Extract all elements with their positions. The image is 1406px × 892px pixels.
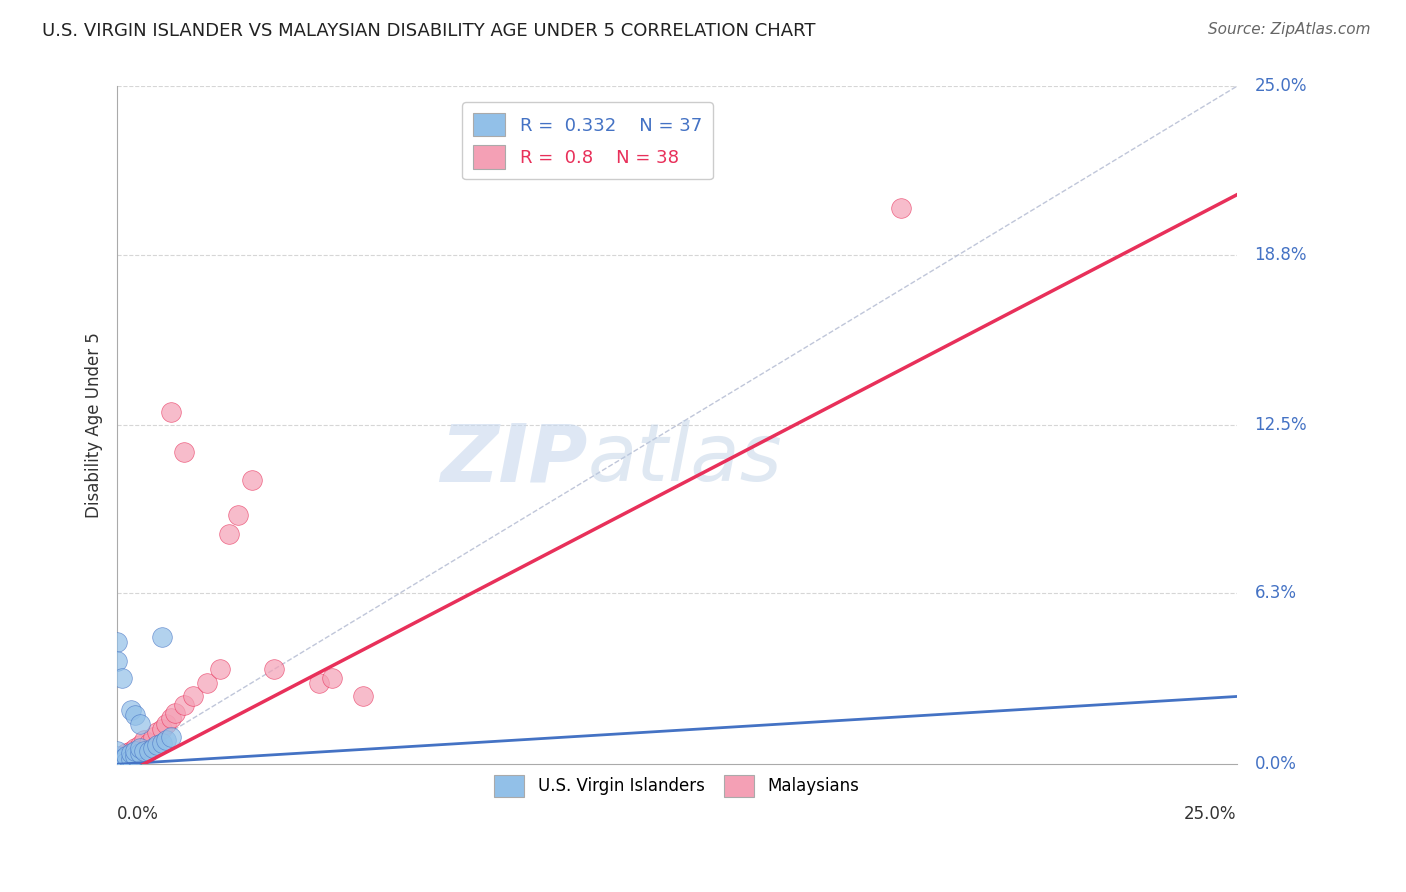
Point bbox=[160, 405, 183, 419]
Point bbox=[120, 744, 142, 758]
Point bbox=[105, 757, 128, 772]
Point bbox=[138, 735, 160, 749]
Point bbox=[115, 752, 138, 766]
Point bbox=[115, 747, 138, 761]
Point bbox=[155, 716, 177, 731]
Point bbox=[124, 749, 146, 764]
Point bbox=[111, 757, 134, 772]
Point bbox=[308, 676, 330, 690]
Point bbox=[209, 662, 232, 676]
Point bbox=[120, 747, 142, 761]
Point bbox=[263, 662, 285, 676]
Text: 12.5%: 12.5% bbox=[1254, 417, 1308, 434]
Text: 0.0%: 0.0% bbox=[117, 805, 159, 823]
Point bbox=[105, 757, 128, 772]
Point bbox=[105, 755, 128, 769]
Point bbox=[155, 732, 177, 747]
Point bbox=[132, 741, 155, 756]
Point bbox=[353, 690, 375, 704]
Point bbox=[124, 744, 146, 758]
Point bbox=[105, 635, 128, 649]
Point bbox=[120, 703, 142, 717]
Point bbox=[111, 757, 134, 772]
Point bbox=[173, 445, 195, 459]
Point bbox=[111, 755, 134, 769]
Y-axis label: Disability Age Under 5: Disability Age Under 5 bbox=[86, 333, 103, 518]
Point bbox=[105, 757, 128, 772]
Point bbox=[160, 730, 183, 744]
Point bbox=[115, 755, 138, 769]
Point bbox=[105, 752, 128, 766]
Point bbox=[105, 757, 128, 772]
Point bbox=[128, 741, 150, 756]
Point bbox=[105, 757, 128, 772]
Text: 25.0%: 25.0% bbox=[1184, 805, 1237, 823]
Point bbox=[142, 741, 165, 756]
Point bbox=[105, 757, 128, 772]
Point bbox=[105, 757, 128, 772]
Text: 6.3%: 6.3% bbox=[1254, 584, 1296, 602]
Point bbox=[181, 690, 204, 704]
Text: ZIP: ZIP bbox=[440, 420, 588, 499]
Point bbox=[105, 757, 128, 772]
Point bbox=[218, 526, 240, 541]
Point bbox=[165, 706, 187, 720]
Point bbox=[124, 741, 146, 756]
Text: 0.0%: 0.0% bbox=[1254, 756, 1296, 773]
Text: U.S. VIRGIN ISLANDER VS MALAYSIAN DISABILITY AGE UNDER 5 CORRELATION CHART: U.S. VIRGIN ISLANDER VS MALAYSIAN DISABI… bbox=[42, 22, 815, 40]
Point bbox=[138, 744, 160, 758]
Point bbox=[105, 757, 128, 772]
Point bbox=[160, 711, 183, 725]
Point bbox=[128, 716, 150, 731]
Point bbox=[890, 202, 912, 216]
Point bbox=[142, 730, 165, 744]
Point bbox=[128, 744, 150, 758]
Point bbox=[105, 757, 128, 772]
Point bbox=[105, 755, 128, 769]
Point bbox=[150, 630, 173, 644]
Point bbox=[124, 708, 146, 723]
Point bbox=[105, 744, 128, 758]
Point bbox=[321, 671, 343, 685]
Point bbox=[120, 749, 142, 764]
Point bbox=[132, 744, 155, 758]
Point bbox=[124, 747, 146, 761]
Point bbox=[105, 749, 128, 764]
Point bbox=[115, 749, 138, 764]
Point bbox=[111, 749, 134, 764]
Point bbox=[105, 752, 128, 766]
Point bbox=[195, 676, 218, 690]
Point bbox=[150, 722, 173, 736]
Text: 18.8%: 18.8% bbox=[1254, 245, 1308, 263]
Point bbox=[111, 752, 134, 766]
Legend: U.S. Virgin Islanders, Malaysians: U.S. Virgin Islanders, Malaysians bbox=[488, 769, 866, 804]
Point bbox=[111, 671, 134, 685]
Text: 25.0%: 25.0% bbox=[1254, 78, 1308, 95]
Point bbox=[120, 752, 142, 766]
Point bbox=[150, 735, 173, 749]
Text: Source: ZipAtlas.com: Source: ZipAtlas.com bbox=[1208, 22, 1371, 37]
Point bbox=[240, 473, 263, 487]
Point bbox=[105, 654, 128, 668]
Point bbox=[226, 508, 249, 522]
Point bbox=[111, 755, 134, 769]
Point bbox=[173, 698, 195, 712]
Point bbox=[128, 739, 150, 753]
Point bbox=[128, 747, 150, 761]
Point bbox=[146, 724, 169, 739]
Point bbox=[146, 739, 169, 753]
Point bbox=[132, 732, 155, 747]
Text: atlas: atlas bbox=[588, 420, 782, 499]
